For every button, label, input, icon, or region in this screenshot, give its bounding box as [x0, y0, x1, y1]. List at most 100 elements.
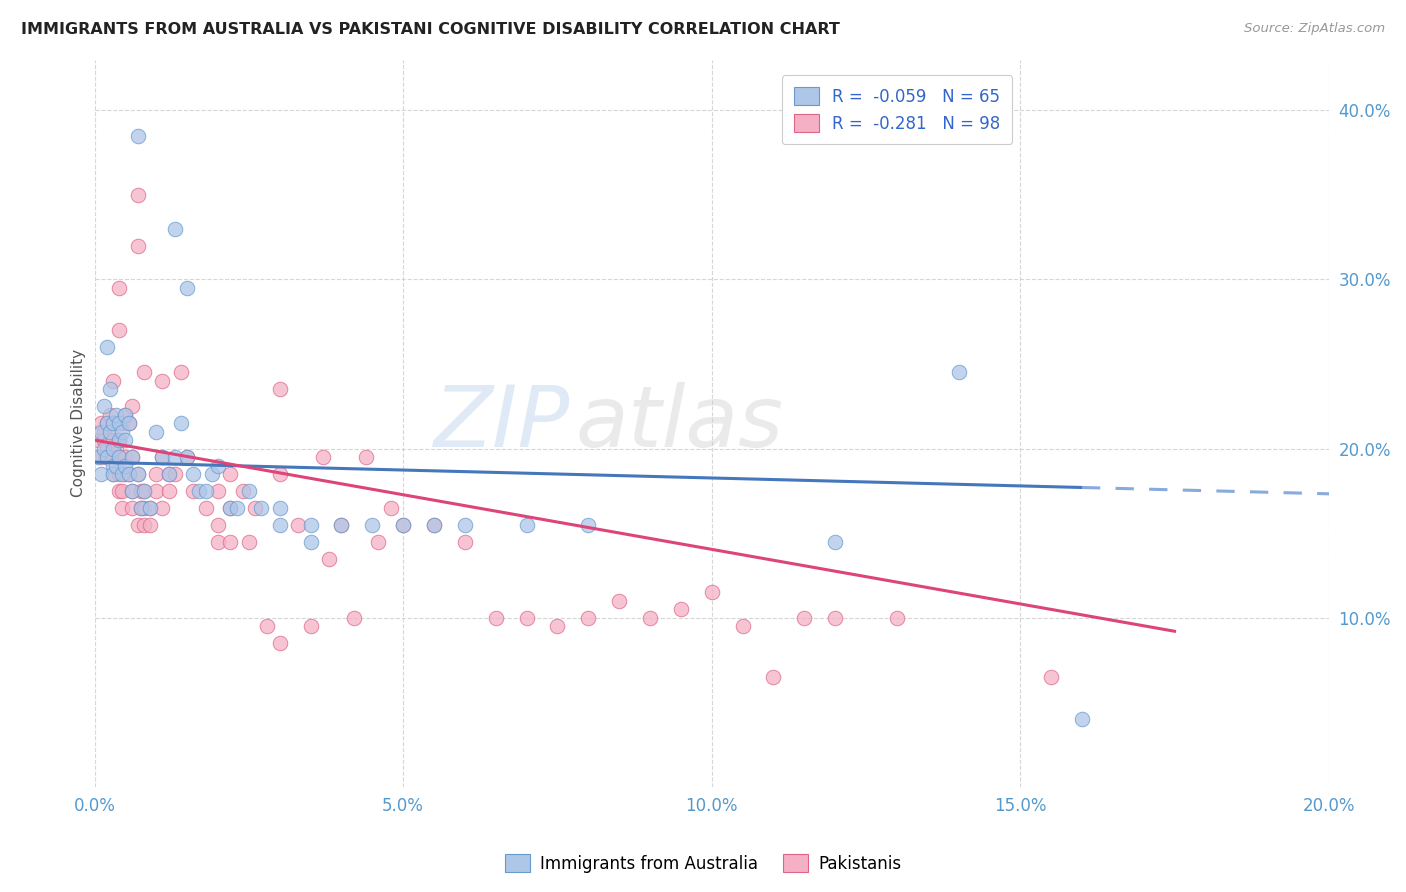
Point [152, 374, 174, 388]
Point [129, 500, 152, 515]
Point [101, 442, 124, 456]
Point [111, 425, 134, 439]
Point [101, 416, 124, 430]
Point [1040, 670, 1063, 684]
Legend: Immigrants from Australia, Pakistanis: Immigrants from Australia, Pakistanis [498, 847, 908, 880]
Point [129, 500, 152, 515]
Point [638, 611, 661, 625]
Point [250, 500, 273, 515]
Point [354, 450, 377, 464]
Point [121, 500, 143, 515]
Point [114, 467, 136, 481]
Point [157, 467, 180, 481]
Text: IMMIGRANTS FROM AUSTRALIA VS PAKISTANI COGNITIVE DISABILITY CORRELATION CHART: IMMIGRANTS FROM AUSTRALIA VS PAKISTANI C… [21, 22, 839, 37]
Point [127, 517, 149, 532]
Text: Source: ZipAtlas.com: Source: ZipAtlas.com [1244, 22, 1385, 36]
Point [330, 517, 353, 532]
Point [762, 670, 785, 684]
Point [117, 416, 139, 430]
Point [343, 611, 366, 625]
Point [145, 425, 167, 439]
Point [114, 408, 136, 422]
Point [108, 416, 131, 430]
Point [176, 450, 198, 464]
Point [96, 340, 118, 354]
Point [93, 442, 115, 456]
Point [219, 500, 242, 515]
Point [86, 450, 108, 464]
Point [207, 517, 229, 532]
Point [111, 416, 134, 430]
Point [101, 450, 124, 464]
Legend: R =  -0.059   N = 65, R =  -0.281   N = 98: R = -0.059 N = 65, R = -0.281 N = 98 [782, 75, 1012, 145]
Point [96, 450, 118, 464]
Point [93, 400, 115, 414]
Point [392, 517, 415, 532]
Point [269, 636, 291, 650]
Point [121, 450, 143, 464]
Point [287, 517, 309, 532]
Point [139, 500, 162, 515]
Point [127, 467, 149, 481]
Point [170, 416, 193, 430]
Y-axis label: Cognitive Disability: Cognitive Disability [72, 349, 86, 497]
Point [145, 483, 167, 498]
Point [98, 383, 121, 397]
Point [423, 517, 446, 532]
Point [163, 221, 186, 235]
Point [238, 534, 260, 549]
Point [96, 416, 118, 430]
Point [163, 450, 186, 464]
Point [108, 433, 131, 447]
Point [101, 433, 124, 447]
Point [886, 611, 908, 625]
Point [176, 450, 198, 464]
Point [299, 534, 322, 549]
Point [367, 534, 389, 549]
Point [607, 594, 630, 608]
Point [111, 483, 134, 498]
Point [219, 534, 242, 549]
Point [824, 611, 846, 625]
Point [108, 483, 131, 498]
Point [219, 500, 242, 515]
Point [129, 483, 152, 498]
Point [176, 281, 198, 295]
Point [157, 483, 180, 498]
Point [145, 467, 167, 481]
Point [170, 366, 193, 380]
Point [392, 517, 415, 532]
Point [96, 450, 118, 464]
Point [207, 534, 229, 549]
Point [423, 517, 446, 532]
Point [139, 517, 162, 532]
Point [98, 425, 121, 439]
Point [114, 408, 136, 422]
Point [101, 374, 124, 388]
Point [108, 450, 131, 464]
Point [121, 483, 143, 498]
Point [108, 281, 131, 295]
Point [181, 483, 204, 498]
Point [219, 467, 242, 481]
Point [114, 458, 136, 473]
Point [111, 467, 134, 481]
Point [243, 500, 266, 515]
Point [194, 500, 217, 515]
Point [98, 408, 121, 422]
Point [152, 450, 174, 464]
Point [515, 611, 537, 625]
Point [132, 483, 155, 498]
Point [700, 585, 723, 599]
Point [101, 467, 124, 481]
Point [101, 458, 124, 473]
Point [117, 416, 139, 430]
Point [108, 433, 131, 447]
Point [269, 467, 291, 481]
Point [114, 450, 136, 464]
Point [101, 467, 124, 481]
Point [380, 500, 402, 515]
Point [132, 517, 155, 532]
Point [86, 433, 108, 447]
Point [299, 619, 322, 633]
